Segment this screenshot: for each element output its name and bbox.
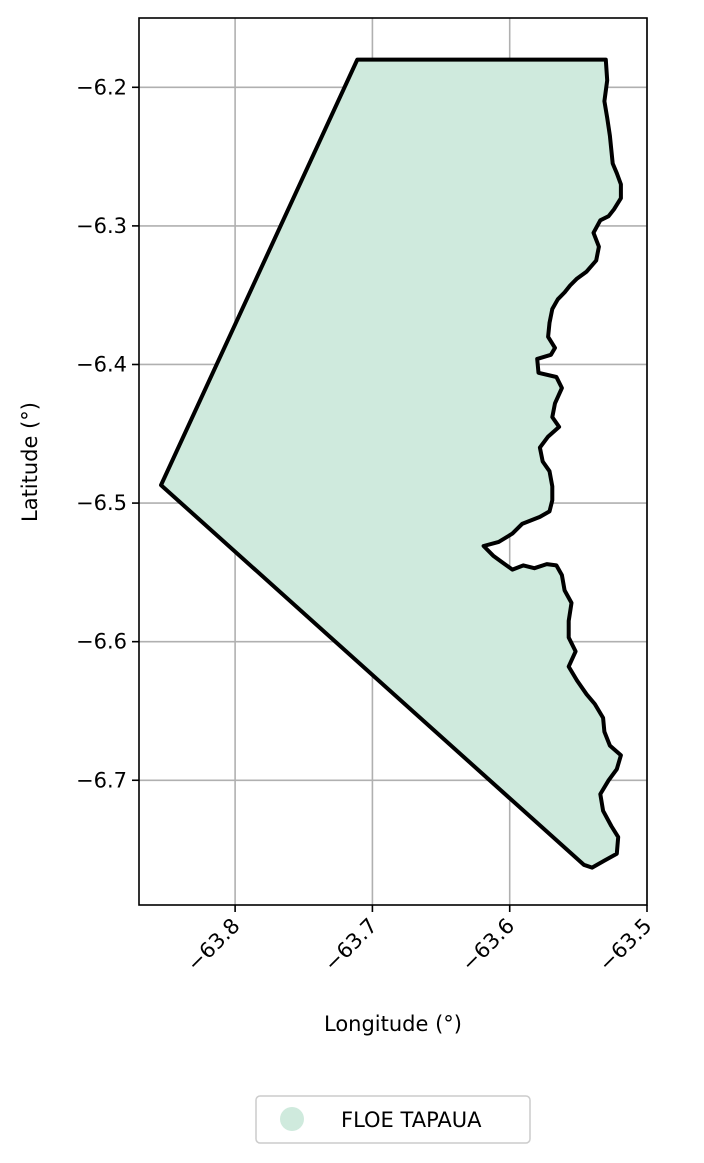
plot-frame [138,17,648,906]
y-axis-ticks: −6.2 −6.3 −6.4 −6.5 −6.6 −6.7 [76,75,139,792]
polygon-floe-tapaua [159,57,623,870]
legend-marker [280,1107,304,1131]
y-tick-label: −6.7 [76,768,127,792]
y-tick-label: −6.4 [76,352,127,376]
map-polygons [159,57,623,870]
y-tick-label: −6.6 [76,630,127,654]
legend-label: FLOE TAPAUA [341,1108,482,1132]
y-tick-label: −6.5 [76,491,127,515]
legend-box [255,1095,531,1144]
legend: FLOE TAPAUA [255,1095,531,1144]
y-tick-label: −6.3 [76,214,127,238]
y-axis-title: Latitude (°) [18,402,42,522]
y-tick-label: −6.2 [76,75,127,99]
x-axis-title: Longitude (°) [324,1012,462,1036]
